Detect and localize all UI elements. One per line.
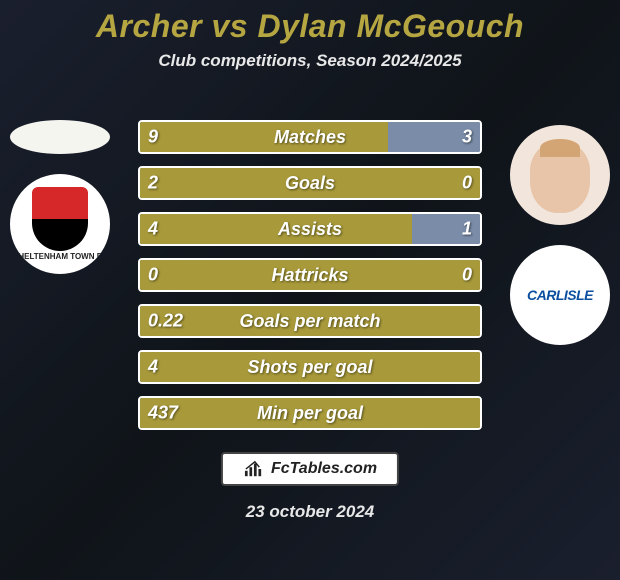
page-title: Archer vs Dylan McGeouch (0, 8, 620, 45)
content-wrapper: Archer vs Dylan McGeouch Club competitio… (0, 0, 620, 580)
shield-icon (32, 187, 88, 251)
stat-left-value: 2 (148, 173, 158, 194)
stat-right-value: 3 (462, 127, 472, 148)
stat-row: 0.22 Goals per match (138, 304, 482, 338)
chart-icon (243, 460, 265, 478)
subtitle: Club competitions, Season 2024/2025 (0, 51, 620, 71)
stat-left-value: 0.22 (148, 311, 183, 332)
source-text: FcTables.com (271, 460, 377, 478)
stat-label: Shots per goal (247, 357, 372, 378)
right-club-name: CARLISLE (527, 287, 593, 303)
stat-label: Goals (285, 173, 335, 194)
stats-bars: 9 3 Matches 2 0 Goals 4 1 Assists 0 0 Hattricks 0.22… (138, 120, 482, 442)
left-club-name: CHELTENHAM TOWN FC (13, 253, 108, 262)
stat-row: 4 1 Assists (138, 212, 482, 246)
right-player-avatar (510, 125, 610, 225)
left-club-badge: CHELTENHAM TOWN FC (10, 174, 110, 274)
date-label: 23 october 2024 (246, 502, 375, 522)
bar-segment-left (140, 214, 412, 244)
stat-left-value: 437 (148, 403, 178, 424)
stat-right-value: 0 (462, 173, 472, 194)
right-avatars-column: CARLISLE (510, 125, 610, 345)
stat-left-value: 4 (148, 219, 158, 240)
stat-label: Hattricks (271, 265, 348, 286)
bar-segment-left (140, 122, 388, 152)
stat-right-value: 0 (462, 265, 472, 286)
stat-row: 9 3 Matches (138, 120, 482, 154)
right-club-badge: CARLISLE (510, 245, 610, 345)
stat-label: Assists (278, 219, 342, 240)
stat-left-value: 9 (148, 127, 158, 148)
source-badge: FcTables.com (221, 452, 399, 486)
stat-right-value: 1 (462, 219, 472, 240)
stat-left-value: 4 (148, 357, 158, 378)
stat-row: 4 Shots per goal (138, 350, 482, 384)
head-icon (530, 143, 590, 213)
stat-row: 437 Min per goal (138, 396, 482, 430)
stat-label: Min per goal (257, 403, 363, 424)
left-player-avatar (10, 120, 110, 154)
stat-row: 0 0 Hattricks (138, 258, 482, 292)
stat-left-value: 0 (148, 265, 158, 286)
stat-row: 2 0 Goals (138, 166, 482, 200)
stat-label: Goals per match (239, 311, 380, 332)
left-avatars-column: CHELTENHAM TOWN FC (10, 120, 110, 274)
stat-label: Matches (274, 127, 346, 148)
